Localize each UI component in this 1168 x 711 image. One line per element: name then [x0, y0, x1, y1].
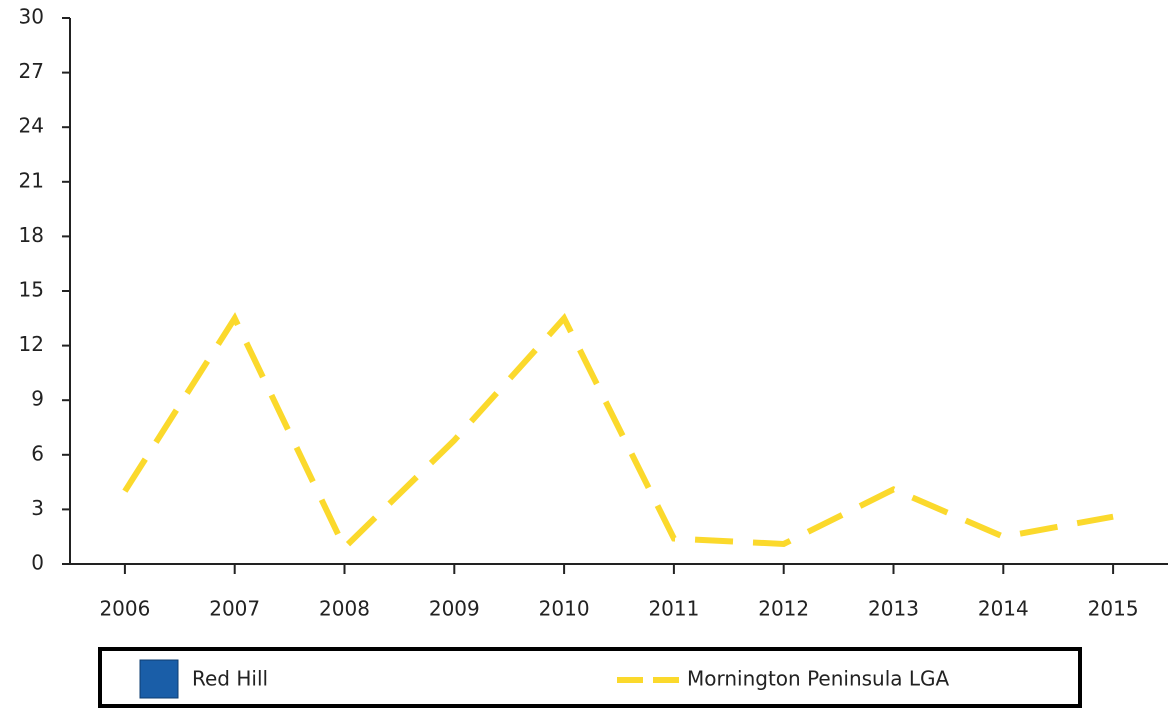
- legend-label: Mornington Peninsula LGA: [687, 667, 950, 691]
- x-tick-label: 2013: [868, 597, 919, 621]
- x-tick-label: 2009: [429, 597, 480, 621]
- x-tick-label: 2015: [1088, 597, 1139, 621]
- x-tick-label: 2014: [978, 597, 1029, 621]
- y-tick-label: 0: [31, 551, 44, 575]
- x-tick-label: 2007: [209, 597, 260, 621]
- legend-box: [98, 647, 1082, 708]
- y-tick-label: 18: [19, 223, 44, 247]
- y-tick-label: 12: [19, 332, 44, 356]
- legend-swatch: [139, 659, 179, 699]
- y-tick-label: 6: [31, 441, 44, 465]
- y-tick-label: 30: [19, 5, 44, 29]
- y-tick-label: 27: [19, 59, 44, 83]
- x-tick-label: 2011: [648, 597, 699, 621]
- x-tick-label: 2006: [99, 597, 150, 621]
- x-tick-label: 2012: [758, 597, 809, 621]
- y-tick-label: 15: [19, 278, 44, 302]
- y-tick-label: 3: [31, 496, 44, 520]
- line: [122, 312, 1114, 553]
- x-tick-label: 2010: [539, 597, 590, 621]
- legend-label: Red Hill: [192, 667, 268, 691]
- y-tick-label: 24: [19, 114, 44, 138]
- x-tick-label: 2008: [319, 597, 370, 621]
- y-tick-label: 9: [31, 387, 44, 411]
- y-tick-label: 21: [19, 168, 44, 192]
